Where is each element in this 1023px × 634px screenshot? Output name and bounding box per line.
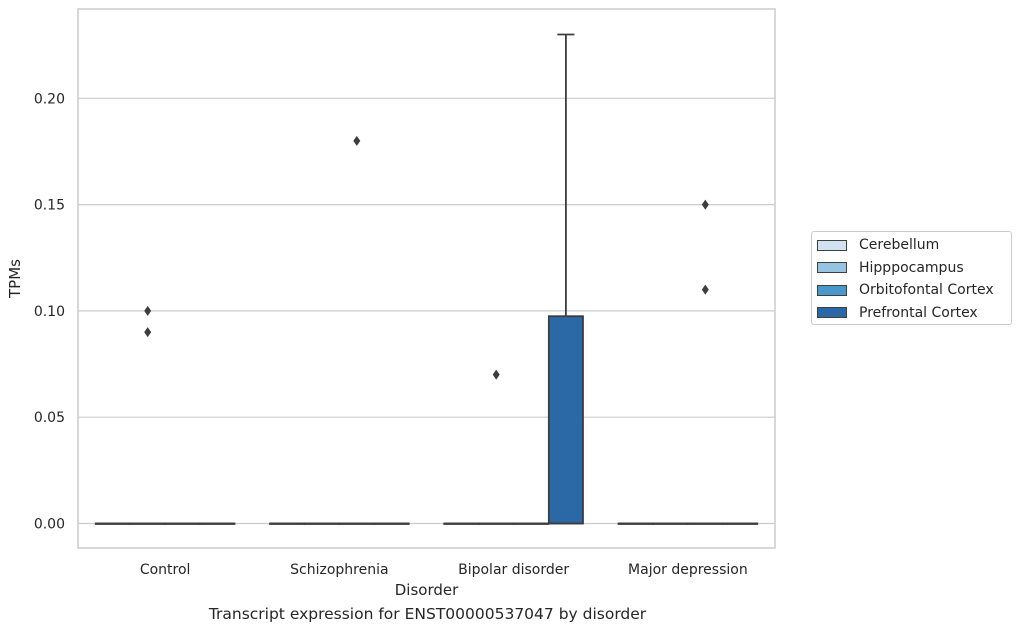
box-body — [547, 315, 584, 525]
box-orbitofontal-cortex — [338, 135, 375, 525]
y-tick-label: 0.10 — [34, 304, 65, 320]
legend-label: Cerebellum — [859, 237, 940, 253]
box-prefrontal-cortex — [373, 522, 410, 525]
outlier-point — [701, 199, 709, 210]
legend-item: Orbitofontal Cortex — [817, 280, 994, 300]
box-hipppocampus — [129, 305, 166, 525]
x-tick-label: Control — [140, 562, 191, 578]
legend-label: Prefrontal Cortex — [859, 304, 978, 321]
box-prefrontal-cortex — [547, 33, 584, 525]
box-plot-series — [94, 33, 759, 525]
plot-area-frame — [77, 8, 776, 549]
x-tick-label: Schizophrenia — [290, 562, 388, 578]
legend-label: Orbitofontal Cortex — [859, 282, 994, 299]
outlier-point — [353, 135, 361, 146]
box-cerebellum — [443, 522, 480, 525]
legend-swatch — [817, 262, 847, 274]
box-hipppocampus — [303, 522, 340, 525]
legend-swatch — [817, 284, 847, 296]
legend-swatch — [817, 239, 847, 251]
legend-label: Hipppocampus — [859, 259, 964, 276]
y-tick-label: 0.00 — [34, 517, 65, 533]
box-orbitofontal-cortex — [164, 522, 201, 525]
chart-caption: Transcript expression for ENST0000053704… — [208, 605, 647, 623]
legend-swatch — [817, 307, 847, 319]
chart-legend: Cerebellum Hipppocampus Orbitofontal Corte… — [811, 231, 1012, 325]
box-cerebellum — [269, 522, 306, 525]
box-orbitofontal-cortex — [513, 522, 550, 525]
legend-item: Hipppocampus — [817, 258, 964, 278]
box-hipppocampus — [652, 522, 689, 525]
y-tick-label: 0.20 — [34, 91, 65, 107]
outlier-point — [144, 305, 152, 316]
outlier-point — [144, 327, 152, 338]
box-hipppocampus — [478, 369, 515, 525]
x-tick-label: Bipolar disorder — [458, 562, 569, 578]
box-orbitofontal-cortex — [687, 199, 724, 525]
x-tick-label: Major depression — [628, 562, 748, 578]
legend-item: Cerebellum — [817, 235, 939, 255]
y-tick-label: 0.05 — [34, 410, 65, 426]
y-axis-title: TPMs — [6, 259, 24, 299]
grid-lines — [78, 97, 775, 525]
box-cerebellum — [617, 522, 654, 525]
outlier-point — [701, 284, 709, 295]
x-axis-title: Disorder — [395, 581, 459, 599]
axis-tick-labels: 0.00 0.05 0.10 0.15 0.20 Control Schizophrenia… — [34, 91, 748, 578]
box-prefrontal-cortex — [722, 522, 759, 525]
legend-item: Prefrontal Cortex — [817, 303, 978, 323]
box-prefrontal-cortex — [199, 522, 236, 525]
box-cerebellum — [94, 522, 131, 525]
outlier-point — [492, 369, 500, 380]
y-tick-label: 0.15 — [34, 198, 65, 214]
